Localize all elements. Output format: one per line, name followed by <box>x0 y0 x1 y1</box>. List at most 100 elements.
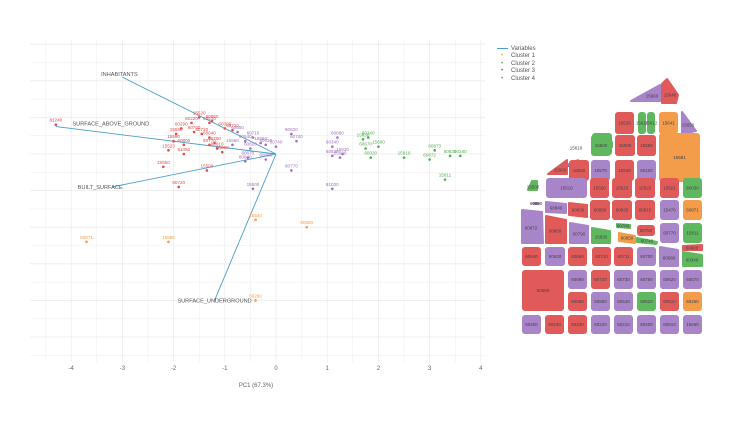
variable-label: SURFACE_UNDERGROUND <box>177 298 251 304</box>
data-point-label: 60640 <box>239 154 252 159</box>
map-block-label: 60540 <box>617 299 630 304</box>
data-point <box>295 139 298 143</box>
legend: Variables • Cluster 1 • Cluster 2 • Cluster 3 •… <box>496 46 536 83</box>
map-block-label: 60560 <box>571 299 584 304</box>
map-block-label: 15620 <box>618 121 631 126</box>
data-point <box>249 147 252 150</box>
variable-arrow <box>112 153 277 188</box>
map-block <box>683 315 702 334</box>
data-point <box>85 240 88 244</box>
grid <box>30 40 485 362</box>
map-block-label: 60730 <box>617 277 630 282</box>
data-point-label: 60871 <box>80 235 93 240</box>
x-tick-label: -3 <box>120 366 126 372</box>
x-axis-label: PC1 (67.3%) <box>239 383 273 389</box>
data-point-label: 15830 <box>357 132 370 137</box>
map-block-label: 60830 <box>572 208 585 213</box>
map-block-label: 60640 <box>525 254 538 259</box>
map-block <box>592 247 611 266</box>
variable-label: INHABITANTS <box>101 72 138 78</box>
data-point-label: 60872 <box>423 152 436 157</box>
data-point-label: 15560 <box>170 127 183 132</box>
map-block <box>660 223 679 243</box>
data-point-label: 60300 <box>218 121 231 126</box>
map-block-label: 60711 <box>617 254 630 259</box>
map-block <box>612 178 632 198</box>
map-block-label: 60750 <box>640 228 653 233</box>
map-block <box>545 215 567 244</box>
map-block <box>683 223 702 243</box>
data-point <box>259 141 262 145</box>
map-block <box>522 270 564 311</box>
data-point <box>369 156 373 159</box>
data-point-label: 15811 <box>439 173 452 178</box>
data-point <box>264 158 268 161</box>
map-block-label: 15612 <box>645 121 658 126</box>
data-point <box>246 156 250 159</box>
data-point-label: 15540 <box>249 213 262 218</box>
data-point-label: 60680 <box>259 152 272 157</box>
data-point <box>264 143 268 147</box>
map-block-label: 60600 <box>686 246 699 251</box>
map-block <box>659 246 679 267</box>
map-block <box>522 315 541 334</box>
data-point <box>290 132 293 136</box>
data-point-label: 60710 <box>247 131 260 136</box>
map-block <box>545 247 565 266</box>
map-block <box>659 112 678 134</box>
data-point-label: 60540 <box>239 134 252 139</box>
data-point-label: 15590 <box>167 134 180 139</box>
data-point <box>215 147 219 150</box>
x-tick-label: -2 <box>171 366 177 372</box>
legend-point-icon: • <box>500 60 504 67</box>
map-block <box>683 270 702 289</box>
map-block <box>568 247 587 266</box>
map-block <box>635 200 655 220</box>
data-point <box>243 139 247 143</box>
map-block-label: 60630 <box>549 254 562 259</box>
data-point <box>433 149 437 152</box>
map-block-label: 60650 <box>621 236 634 241</box>
map-block-label: 15560 <box>554 168 567 173</box>
map-block <box>615 160 634 181</box>
data-point-label: 60750 <box>208 136 221 141</box>
data-point-label: 60800 <box>177 138 190 143</box>
data-point-label: 60510 <box>203 116 216 121</box>
map-block-label: 60810 <box>639 208 652 213</box>
data-point <box>167 240 170 244</box>
data-point <box>243 160 247 163</box>
map-block <box>591 160 610 181</box>
legend-point-icon: • <box>500 75 504 82</box>
data-point <box>274 145 278 148</box>
map-block-label: 15510 <box>560 186 573 191</box>
map-block-label: 60760 <box>640 277 653 282</box>
map-block-label: 60210 <box>617 322 630 327</box>
legend-item: • Cluster 3 <box>496 68 536 75</box>
map-block-label: 60820 <box>616 208 629 213</box>
data-point <box>251 136 255 139</box>
data-point-label: 60260 <box>249 293 262 298</box>
x-axis-ticks: -4 -3 -2 -1 0 1 2 3 4 <box>69 366 484 372</box>
x-tick-label: 1 <box>326 366 330 372</box>
data-point-label: 60630 <box>326 149 339 154</box>
map-block <box>569 222 589 244</box>
map-block <box>637 270 656 289</box>
map-block <box>614 315 633 334</box>
map-block <box>614 292 633 311</box>
data-point <box>190 121 193 125</box>
variable-arrow <box>214 153 277 301</box>
map-block <box>522 247 541 266</box>
data-point-label: 15520 <box>193 110 206 115</box>
legend-point-icon: • <box>500 53 504 60</box>
map-block-label: 60550 <box>594 299 607 304</box>
map-block-label: 60250 <box>525 322 538 327</box>
map-block <box>683 200 702 220</box>
map-block-label: 60570 <box>686 277 699 282</box>
x-tick-label: 4 <box>479 366 483 372</box>
map-block <box>616 223 631 229</box>
variable-arrow <box>122 76 277 155</box>
map-block-label: 15830 <box>595 235 608 240</box>
map-block <box>568 270 587 289</box>
data-point <box>331 154 334 158</box>
data-point <box>366 136 370 139</box>
